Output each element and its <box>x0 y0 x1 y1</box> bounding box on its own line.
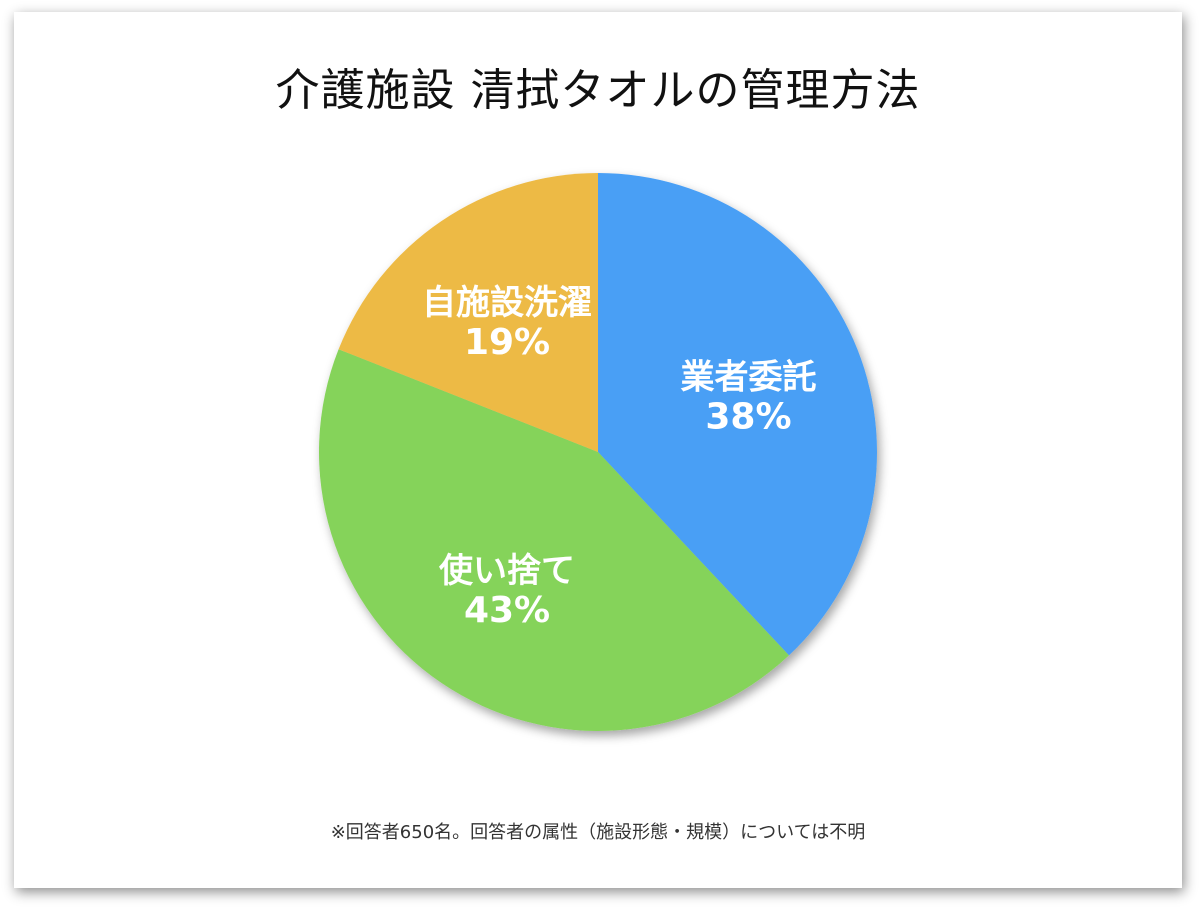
slide: 介護施設 清拭タオルの管理方法 業者委託 38% 使い捨て 43% 自施設洗濯 19% ※… <box>14 12 1182 888</box>
slice-tsukaisute <box>319 349 789 732</box>
slice-value-label: 19% <box>464 322 550 363</box>
slice-value-label: 38% <box>705 396 791 437</box>
pie-slices <box>319 173 877 732</box>
chart-title: 介護施設 清拭タオルの管理方法 <box>275 65 921 116</box>
footnote: ※回答者650名。回答者の属性（施設形態・規模）については不明 <box>330 822 866 843</box>
slice-category-label: 業者委託 <box>680 357 816 397</box>
slice-category-label: 自施設洗濯 <box>422 283 592 323</box>
slice-jishisetsu-sentaku <box>338 173 598 452</box>
slice-gyosha-itaku <box>598 173 877 656</box>
slice-category-label: 使い捨て <box>438 551 575 591</box>
slice-value-label: 43% <box>464 590 550 631</box>
